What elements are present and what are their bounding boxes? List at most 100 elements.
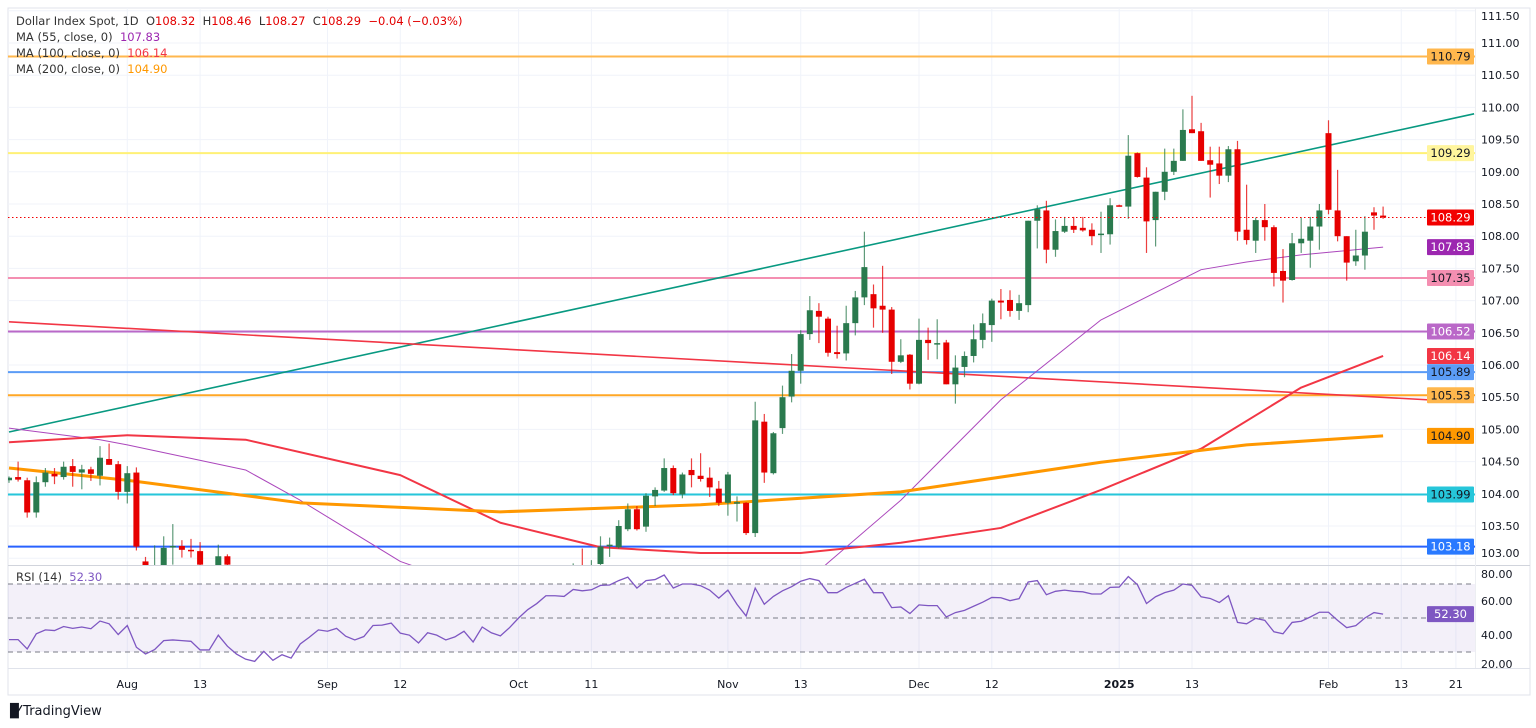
change-value: −0.04 (−0.03%) xyxy=(368,14,463,28)
candle xyxy=(752,401,759,537)
candle-body xyxy=(1016,303,1023,311)
price-tick-label: 110.50 xyxy=(1481,69,1520,82)
candle-body xyxy=(1361,231,1368,256)
price-badge: 107.35 xyxy=(1427,270,1474,287)
candle-body xyxy=(779,397,786,429)
ma200-label: MA (200, close, 0) xyxy=(16,62,120,76)
tradingview-branding[interactable]: ▉⁄ TradingView xyxy=(10,704,102,719)
time-axis[interactable]: Aug 13 Sep 12 Oct 11 Nov 13 Dec 12 2025 13 Feb 13 21 xyxy=(117,678,1463,691)
candle xyxy=(633,506,640,531)
moving-average-line xyxy=(8,355,1384,555)
time-tick-label: 13 xyxy=(193,678,207,691)
candle xyxy=(770,431,777,475)
candle-body xyxy=(597,546,604,564)
rsi-tick-label: 80.00 xyxy=(1481,568,1513,581)
candle xyxy=(1298,217,1305,253)
candle xyxy=(1207,146,1214,198)
candle xyxy=(1371,207,1377,230)
candle-body xyxy=(806,310,813,335)
candle xyxy=(1043,200,1050,264)
candle xyxy=(979,313,986,349)
ma100-legend[interactable]: MA (100, close, 0) 106.14 xyxy=(16,45,462,61)
candle-body xyxy=(51,473,58,477)
candle xyxy=(224,554,231,565)
symbol-title[interactable]: Dollar Index Spot, 1D xyxy=(16,14,139,28)
candle xyxy=(572,563,574,565)
candle-body xyxy=(633,509,640,530)
candle xyxy=(1280,249,1286,303)
ma55-value: 107.83 xyxy=(119,30,161,44)
candle-body xyxy=(934,343,941,345)
candle-body xyxy=(1079,227,1086,231)
candle xyxy=(97,446,103,486)
candle-body xyxy=(1007,299,1013,311)
candle-body xyxy=(106,459,113,465)
candle-body xyxy=(652,489,659,497)
candle-body xyxy=(1025,220,1032,306)
price-badge-text: 105.89 xyxy=(1430,365,1470,379)
price-pane[interactable] xyxy=(6,55,1475,584)
candle xyxy=(87,466,94,481)
candle-body xyxy=(1289,243,1296,280)
price-badge-bg xyxy=(1427,606,1474,623)
candle-body xyxy=(33,482,40,513)
time-tick-label: Feb xyxy=(1319,678,1338,691)
candle xyxy=(1261,204,1268,241)
rsi-line xyxy=(9,574,1384,663)
candle xyxy=(624,503,631,532)
candle xyxy=(879,265,886,333)
rsi-legend[interactable]: RSI (14) 52.30 xyxy=(16,570,102,584)
candle-body xyxy=(861,267,868,298)
brand-name: TradingView xyxy=(23,704,102,719)
candle xyxy=(24,477,31,518)
candle-body xyxy=(1352,255,1359,262)
candle-body xyxy=(1307,226,1314,241)
candle xyxy=(1152,191,1159,247)
price-axis[interactable]: 103.00 103.50 104.00 104.50 105.00 105.50 106.… xyxy=(1481,10,1520,671)
trendline xyxy=(8,321,1475,404)
candle xyxy=(33,476,40,518)
candle-body xyxy=(1088,229,1095,237)
candle xyxy=(1252,217,1259,253)
candle-body xyxy=(825,318,831,353)
candle xyxy=(1334,169,1341,242)
time-tick-label: Dec xyxy=(908,678,929,691)
price-badge: 110.79 xyxy=(1427,48,1474,65)
candle-body xyxy=(1170,160,1177,172)
candle xyxy=(888,307,895,375)
candle xyxy=(734,496,740,522)
candle-body xyxy=(888,309,895,362)
time-tick-label: Nov xyxy=(717,678,739,691)
candle xyxy=(154,545,156,565)
candle xyxy=(761,413,768,483)
candle xyxy=(615,520,622,549)
candle-body xyxy=(624,509,631,530)
high-label: H xyxy=(202,14,212,28)
moving-average-line xyxy=(8,434,1384,514)
candle xyxy=(1380,206,1387,219)
price-badge-bg xyxy=(1427,364,1474,381)
candle xyxy=(1125,135,1132,219)
price-badge-bg xyxy=(1427,486,1474,503)
ma55-legend[interactable]: MA (55, close, 0) 107.83 xyxy=(16,29,462,45)
candle xyxy=(970,324,977,363)
price-badge: 109.29 xyxy=(1427,145,1474,162)
candle-body xyxy=(197,551,204,565)
candle-body xyxy=(688,469,695,476)
candle-body xyxy=(1325,133,1332,210)
price-axis-labels: 110.79 109.29 108.29 107.83 107.35 106.52 106.… xyxy=(1427,48,1474,623)
candle-body xyxy=(178,545,185,550)
candle-body xyxy=(643,495,649,527)
candle xyxy=(1316,204,1323,250)
candle-body xyxy=(8,477,12,481)
candle xyxy=(1307,216,1314,268)
candle xyxy=(1270,225,1277,287)
candle-body xyxy=(1371,212,1377,216)
rsi-pane[interactable] xyxy=(8,574,1475,663)
candle xyxy=(834,325,841,359)
ma200-legend[interactable]: MA (200, close, 0) 104.90 xyxy=(16,61,462,77)
candle-body xyxy=(42,472,49,483)
candle-body xyxy=(1252,220,1259,241)
candle xyxy=(1325,120,1332,215)
